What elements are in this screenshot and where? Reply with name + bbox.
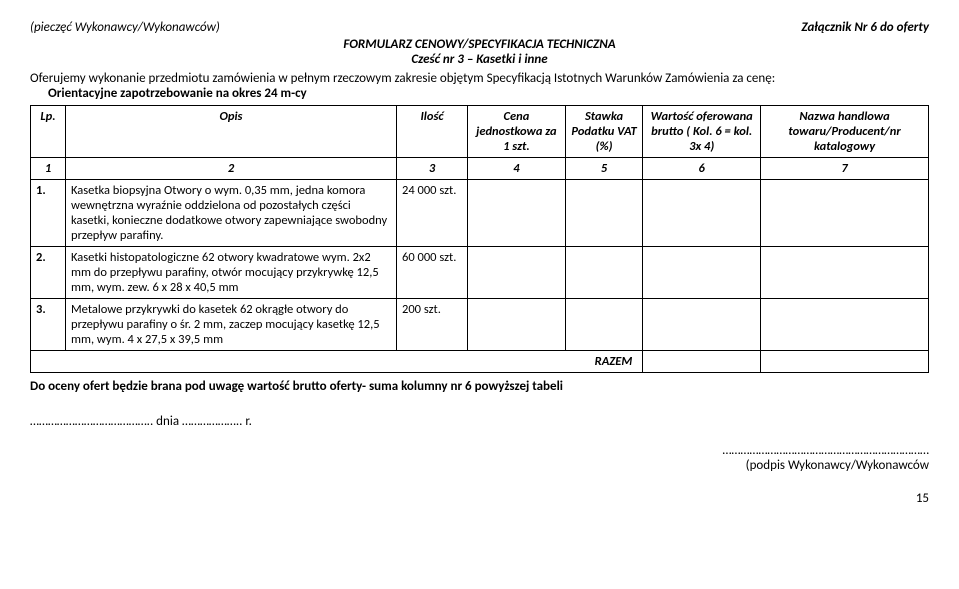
cell-wartosc[interactable] bbox=[643, 180, 761, 247]
cell-lp: 3. bbox=[31, 299, 66, 351]
col-opis: Opis bbox=[66, 106, 397, 158]
cell-wartosc[interactable] bbox=[643, 299, 761, 351]
cell-cena[interactable] bbox=[468, 299, 566, 351]
date-line: ………………………………….. dnia ……………….. r. bbox=[30, 414, 929, 429]
form-subtitle: Cześć nr 3 – Kasetki i inne bbox=[30, 52, 929, 67]
table-header-row: Lp. Opis Ilość Cena jednostkowa za 1 szt… bbox=[31, 106, 929, 158]
colnum-1: 1 bbox=[31, 158, 66, 180]
annex-label: Załącznik Nr 6 do oferty bbox=[801, 20, 929, 35]
cell-lp: 1. bbox=[31, 180, 66, 247]
cell-nazwa[interactable] bbox=[761, 247, 929, 299]
cell-ilosc: 60 000 szt. bbox=[397, 247, 468, 299]
colnum-7: 7 bbox=[761, 158, 929, 180]
razem-label: RAZEM bbox=[31, 351, 643, 373]
razem-value[interactable] bbox=[643, 351, 761, 373]
cell-stawka[interactable] bbox=[565, 247, 643, 299]
cell-opis: Kasetki histopatologiczne 62 otwory kwad… bbox=[66, 247, 397, 299]
cell-opis: Kasetka biopsyjna Otwory o wym. 0,35 mm,… bbox=[66, 180, 397, 247]
table-number-row: 1 2 3 4 5 6 7 bbox=[31, 158, 929, 180]
evaluation-note: Do oceny ofert będzie brana pod uwagę wa… bbox=[30, 379, 929, 394]
cell-nazwa[interactable] bbox=[761, 299, 929, 351]
table-row: 3. Metalowe przykrywki do kasetek 62 okr… bbox=[31, 299, 929, 351]
contractor-stamp: (pieczęć Wykonawcy/Wykonawców) bbox=[30, 20, 220, 35]
signature-dots: …………………………………………………………… bbox=[30, 443, 929, 458]
page-number: 15 bbox=[30, 491, 929, 506]
cell-opis: Metalowe przykrywki do kasetek 62 okrągł… bbox=[66, 299, 397, 351]
cell-cena[interactable] bbox=[468, 180, 566, 247]
cell-ilosc: 24 000 szt. bbox=[397, 180, 468, 247]
cell-wartosc[interactable] bbox=[643, 247, 761, 299]
col-lp: Lp. bbox=[31, 106, 66, 158]
col-stawka: Stawka Podatku VAT (%) bbox=[565, 106, 643, 158]
col-cena: Cena jednostkowa za 1 szt. bbox=[468, 106, 566, 158]
colnum-2: 2 bbox=[66, 158, 397, 180]
table-row: 2. Kasetki histopatologiczne 62 otwory k… bbox=[31, 247, 929, 299]
col-ilosc: Ilość bbox=[397, 106, 468, 158]
price-table: Lp. Opis Ilość Cena jednostkowa za 1 szt… bbox=[30, 105, 929, 373]
orientation-line: Orientacyjne zapotrzebowanie na okres 24… bbox=[30, 86, 929, 101]
cell-stawka[interactable] bbox=[565, 180, 643, 247]
table-total-row: RAZEM bbox=[31, 351, 929, 373]
colnum-5: 5 bbox=[565, 158, 643, 180]
offer-line: Oferujemy wykonanie przedmiotu zamówieni… bbox=[30, 71, 929, 86]
cell-cena[interactable] bbox=[468, 247, 566, 299]
cell-lp: 2. bbox=[31, 247, 66, 299]
razem-blank bbox=[761, 351, 929, 373]
cell-ilosc: 200 szt. bbox=[397, 299, 468, 351]
signature-label: (podpis Wykonawcy/Wykonawców bbox=[30, 458, 929, 473]
cell-nazwa[interactable] bbox=[761, 180, 929, 247]
colnum-3: 3 bbox=[397, 158, 468, 180]
table-row: 1. Kasetka biopsyjna Otwory o wym. 0,35 … bbox=[31, 180, 929, 247]
col-nazwa: Nazwa handlowa towaru/Producent/nr katal… bbox=[761, 106, 929, 158]
cell-stawka[interactable] bbox=[565, 299, 643, 351]
form-title: FORMULARZ CENOWY/SPECYFIKACJA TECHNICZNA bbox=[30, 37, 929, 52]
colnum-4: 4 bbox=[468, 158, 566, 180]
col-wartosc: Wartość oferowana brutto ( Kol. 6 = kol.… bbox=[643, 106, 761, 158]
colnum-6: 6 bbox=[643, 158, 761, 180]
